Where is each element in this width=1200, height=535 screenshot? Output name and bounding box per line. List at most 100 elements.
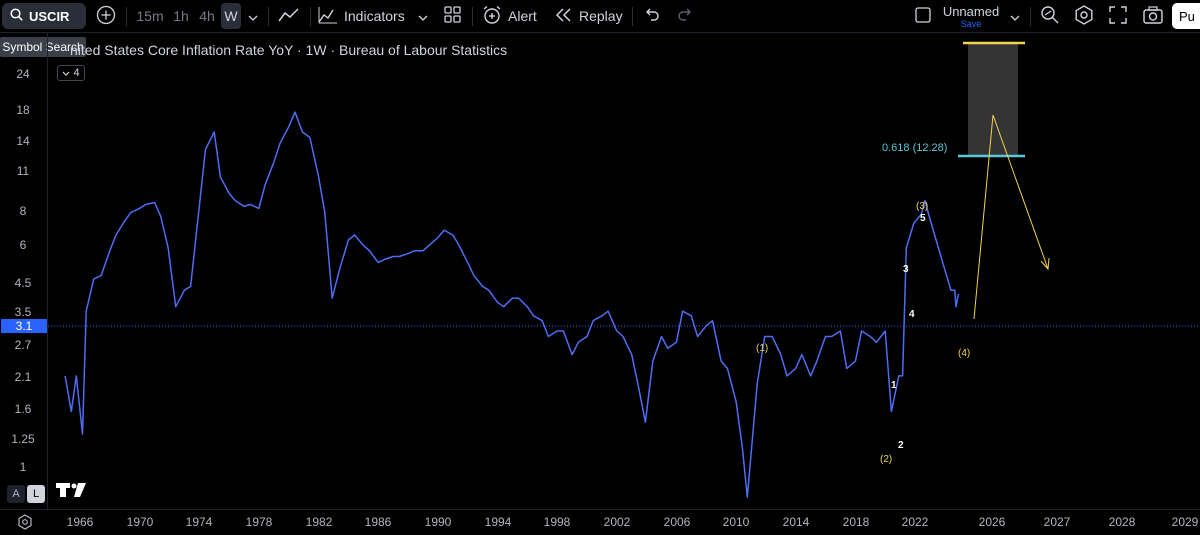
replay-button[interactable]: Replay bbox=[555, 3, 623, 29]
quick-search-button[interactable] bbox=[1038, 3, 1062, 29]
indicators-button[interactable]: Indicators bbox=[318, 3, 410, 29]
chart-type-button[interactable] bbox=[276, 3, 302, 29]
search-icon bbox=[10, 8, 23, 24]
tradingview-logo-icon bbox=[56, 483, 86, 497]
settings-gear-icon[interactable] bbox=[17, 514, 33, 535]
time-tick: 2006 bbox=[663, 515, 691, 529]
indicators-dropdown[interactable] bbox=[414, 3, 432, 29]
chevron-down-icon bbox=[1010, 8, 1020, 24]
symbol-search-tooltip: Symbol Search bbox=[0, 37, 86, 57]
interval-w[interactable]: W bbox=[221, 3, 241, 29]
symbol-search-button[interactable]: USCIR bbox=[2, 3, 86, 29]
redo-button[interactable] bbox=[675, 3, 695, 29]
collapse-count: 4 bbox=[73, 67, 80, 79]
price-tick: 8 bbox=[19, 204, 27, 218]
price-tick: 11 bbox=[16, 164, 30, 178]
chart-title: nited States Core Inflation Rate YoY · 1… bbox=[70, 42, 508, 58]
alert-label: Alert bbox=[508, 8, 537, 24]
layout-save-label: Save bbox=[960, 18, 982, 29]
time-tick: 2026 bbox=[978, 515, 1006, 529]
snapshot-button[interactable] bbox=[1140, 3, 1166, 29]
publish-button[interactable]: Pu bbox=[1172, 3, 1200, 29]
price-tick: 1.6 bbox=[14, 402, 32, 416]
wave-label-4-major: (4) bbox=[958, 348, 970, 359]
interval-15m[interactable]: 15m bbox=[136, 8, 164, 24]
fullscreen-icon bbox=[1109, 5, 1127, 27]
top-toolbar: USCIR 15m 1h 4h W Indicators bbox=[0, 0, 1200, 33]
wave-label-3-major: (3) bbox=[916, 201, 928, 212]
time-tick: 2010 bbox=[722, 515, 750, 529]
wave-label-3-minor: 3 bbox=[903, 264, 909, 275]
time-tick: 2018 bbox=[842, 515, 870, 529]
price-tick: 3.5 bbox=[14, 305, 32, 319]
plus-circle-icon bbox=[96, 5, 116, 28]
price-tick: 24 bbox=[16, 67, 30, 81]
log-scale-button[interactable]: L bbox=[27, 485, 45, 503]
fib-label: 0.618 (12.28) bbox=[882, 142, 947, 154]
time-tick: 2027 bbox=[1043, 515, 1071, 529]
square-icon bbox=[915, 6, 931, 26]
grid-icon bbox=[443, 6, 461, 26]
auto-scale-button[interactable]: A bbox=[7, 485, 25, 503]
alarm-clock-icon bbox=[482, 5, 502, 28]
price-tick: 6 bbox=[19, 238, 27, 252]
chevron-down-icon bbox=[418, 8, 428, 24]
gear-icon bbox=[1074, 4, 1094, 28]
line-chart-icon bbox=[278, 7, 300, 26]
time-tick: 2014 bbox=[782, 515, 810, 529]
redo-icon bbox=[677, 8, 693, 25]
interval-dropdown[interactable] bbox=[244, 3, 262, 29]
price-tick: 4.5 bbox=[14, 276, 32, 290]
replay-label: Replay bbox=[579, 8, 623, 24]
price-tick: 2.7 bbox=[14, 338, 32, 352]
time-tick: 1998 bbox=[543, 515, 571, 529]
time-tick: 2028 bbox=[1108, 515, 1136, 529]
time-tick: 1982 bbox=[305, 515, 333, 529]
price-tick: 2.1 bbox=[14, 370, 32, 384]
wave-label-5-minor: 5 bbox=[920, 213, 926, 224]
interval-4h[interactable]: 4h bbox=[199, 8, 215, 24]
price-tick: 1 bbox=[19, 460, 27, 474]
time-tick: 1986 bbox=[364, 515, 392, 529]
undo-icon bbox=[644, 8, 660, 25]
wave-label-2-major: (2) bbox=[880, 454, 892, 465]
collapse-legend-button[interactable]: 4 bbox=[57, 65, 85, 81]
templates-button[interactable] bbox=[440, 3, 464, 29]
time-tick: 1978 bbox=[245, 515, 273, 529]
compare-symbol-button[interactable] bbox=[94, 3, 118, 29]
last-price-tag: 3.1 bbox=[1, 319, 47, 333]
settings-button[interactable] bbox=[1072, 3, 1096, 29]
chevron-down-icon bbox=[248, 8, 258, 24]
time-tick: 1994 bbox=[484, 515, 512, 529]
fullscreen-button[interactable] bbox=[1106, 3, 1130, 29]
price-series-line[interactable] bbox=[64, 111, 960, 498]
fib-zone[interactable] bbox=[968, 43, 1018, 156]
indicators-label: Indicators bbox=[344, 8, 405, 24]
interval-1h[interactable]: 1h bbox=[173, 8, 189, 24]
layout-dropdown[interactable] bbox=[1006, 3, 1024, 29]
layout-name-button[interactable]: Unnamed Save bbox=[940, 2, 1002, 30]
price-tick: 1.25 bbox=[11, 432, 35, 446]
chart-canvas[interactable]: 0.618 (12.28) (1) (2) (3) (4) 1 2 3 4 5 bbox=[48, 33, 1200, 509]
alert-button[interactable]: Alert bbox=[482, 3, 542, 29]
time-tick: 2022 bbox=[901, 515, 929, 529]
time-tick: 1990 bbox=[424, 515, 452, 529]
chevron-down-icon bbox=[62, 67, 70, 79]
time-tick: 1974 bbox=[185, 515, 213, 529]
wave-label-1-minor: 1 bbox=[891, 380, 897, 391]
time-tick: 1966 bbox=[66, 515, 94, 529]
price-scale[interactable]: 24 18 14 11 8 6 4.5 3.5 2.7 2.1 1.6 1.25… bbox=[0, 33, 48, 509]
price-tick: 18 bbox=[16, 103, 30, 117]
time-tick: 1970 bbox=[126, 515, 154, 529]
zoom-search-icon bbox=[1040, 5, 1060, 28]
time-axis[interactable]: 1966 1970 1974 1978 1982 1986 1990 1994 … bbox=[0, 509, 1200, 533]
camera-icon bbox=[1143, 5, 1163, 27]
projection-path[interactable] bbox=[973, 114, 1049, 320]
indicators-icon bbox=[318, 6, 338, 27]
wave-label-2-minor: 2 bbox=[898, 440, 904, 451]
layout-name: Unnamed bbox=[942, 3, 1000, 19]
undo-button[interactable] bbox=[642, 3, 662, 29]
layout-button[interactable] bbox=[910, 3, 936, 29]
rewind-icon bbox=[555, 7, 573, 25]
wave-label-4-minor: 4 bbox=[909, 309, 915, 320]
